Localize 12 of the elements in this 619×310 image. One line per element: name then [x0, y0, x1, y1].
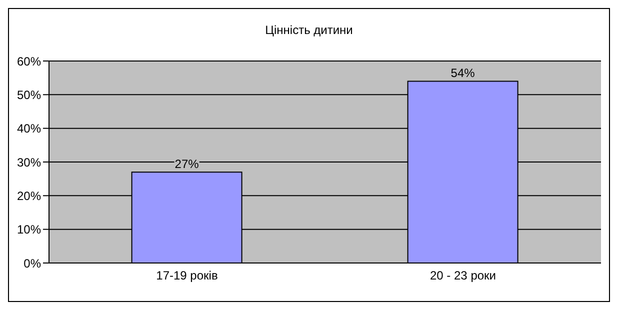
y-tick-label: 40% [16, 122, 42, 136]
y-tick-label: 10% [16, 222, 42, 237]
y-tick-label: 30% [16, 155, 42, 170]
y-tick-label: 20% [16, 188, 42, 203]
data-label: 54% [450, 66, 476, 80]
x-tick-label: 20 - 23 роки [430, 268, 496, 283]
x-tick-label: 17-19 років [156, 268, 218, 283]
y-tick-label: 50% [16, 88, 42, 102]
y-tick-label: 60% [16, 54, 42, 68]
chart-title: Цінність дитини [264, 23, 354, 37]
data-label: 27% [174, 157, 200, 172]
y-tick-label: 0% [24, 256, 42, 270]
